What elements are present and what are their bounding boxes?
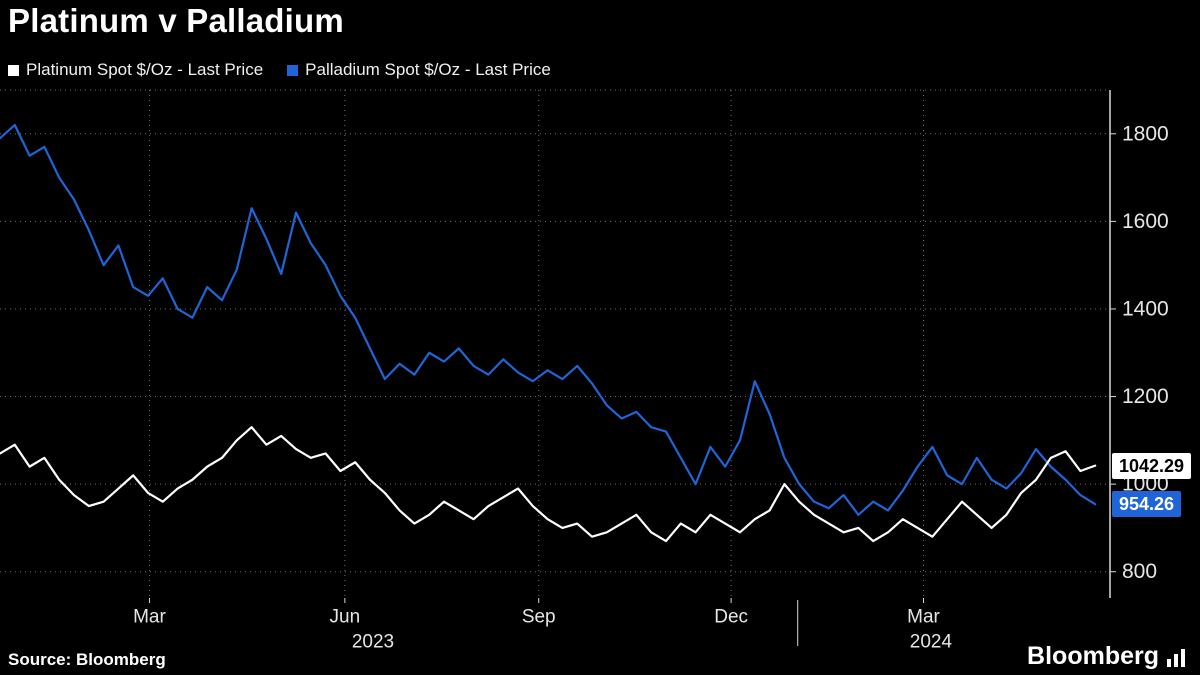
- source-credit: Source: Bloomberg: [8, 650, 166, 669]
- legend-item-platinum: Platinum Spot $/Oz - Last Price: [8, 60, 263, 80]
- y-tick-label: 1600: [1122, 210, 1169, 233]
- bloomberg-logo: Bloomberg: [1027, 642, 1188, 671]
- legend: Platinum Spot $/Oz - Last Price Palladiu…: [8, 60, 551, 80]
- y-tick-label: 1200: [1122, 385, 1169, 408]
- platinum-swatch-icon: [8, 64, 19, 76]
- x-tick-label: Jun: [330, 607, 361, 628]
- x-tick-label: Mar: [133, 607, 166, 628]
- y-tick-label: 1400: [1122, 297, 1169, 320]
- platinum-price-tag: 1042.29: [1112, 452, 1192, 479]
- series-line-palladium: [0, 123, 1097, 516]
- palladium-price-tag: 954.26: [1112, 491, 1182, 518]
- x-tick-label: Dec: [714, 607, 748, 628]
- year-label: 2023: [352, 632, 394, 653]
- legend-label-palladium: Palladium Spot $/Oz - Last Price: [305, 60, 551, 79]
- legend-label-platinum: Platinum Spot $/Oz - Last Price: [26, 60, 264, 79]
- y-tick-label: 1800: [1122, 122, 1169, 145]
- bloomberg-logo-icon: [1167, 648, 1185, 667]
- x-tick-label: Mar: [907, 607, 940, 628]
- x-tick-label: Sep: [522, 607, 556, 628]
- y-tick-label: 800: [1122, 560, 1157, 583]
- year-label: 2024: [910, 632, 953, 653]
- bloomberg-logo-text: Bloomberg: [1027, 642, 1159, 670]
- chart-title: Platinum v Palladium: [8, 2, 344, 39]
- legend-item-palladium: Palladium Spot $/Oz - Last Price: [287, 60, 551, 80]
- palladium-swatch-icon: [287, 64, 299, 76]
- series-line-platinum: [0, 426, 1097, 543]
